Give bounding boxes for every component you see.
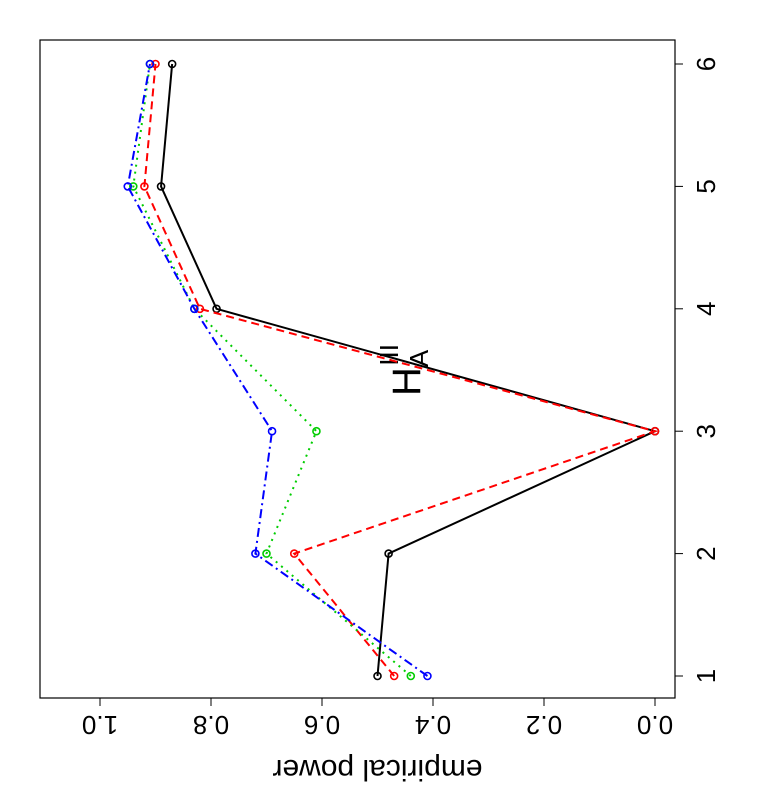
series-line [126, 63, 429, 677]
point [190, 304, 199, 314]
point [389, 671, 399, 681]
point [423, 671, 432, 681]
x-tick-label: 4 [691, 302, 721, 316]
y-tick-label: 0.6 [304, 710, 340, 740]
point [167, 59, 177, 69]
x-tick-label: 3 [691, 424, 721, 438]
x-tick-label: 2 [691, 546, 721, 560]
point [123, 182, 133, 191]
y-tick-label: 0.4 [415, 710, 451, 740]
y-tick-label: 0.8 [193, 710, 229, 740]
point [151, 59, 160, 69]
chart-title: HAIII [374, 344, 434, 396]
point [156, 182, 166, 191]
plot-frame [39, 39, 676, 699]
series-line [132, 63, 412, 677]
point [373, 671, 382, 681]
series-line [143, 63, 659, 677]
point [289, 549, 299, 558]
rotated-plot: 0.0 0.2 0.4 0.6 0.8 1.0 1 2 3 4 5 6 empirical power H… [39, 39, 721, 786]
point [262, 549, 271, 558]
y-tick-label: 0.2 [526, 710, 562, 740]
series-line [160, 63, 658, 677]
point [251, 549, 260, 558]
title-main: H [385, 367, 429, 396]
x-tick-label: 1 [691, 669, 721, 683]
x-tick-label: 6 [691, 57, 721, 71]
point [406, 671, 416, 681]
y-tick-label: 1.0 [82, 710, 118, 740]
y-axis-label: empirical power [272, 753, 482, 786]
point [145, 59, 155, 69]
point [650, 426, 660, 436]
title-sup: III [374, 344, 404, 366]
point [195, 304, 205, 314]
point [312, 426, 321, 436]
point [267, 426, 277, 436]
point [384, 549, 393, 558]
y-tick-label: 0.0 [637, 710, 673, 740]
point [129, 182, 138, 191]
x-tick-label: 5 [691, 179, 721, 193]
point [140, 182, 149, 191]
